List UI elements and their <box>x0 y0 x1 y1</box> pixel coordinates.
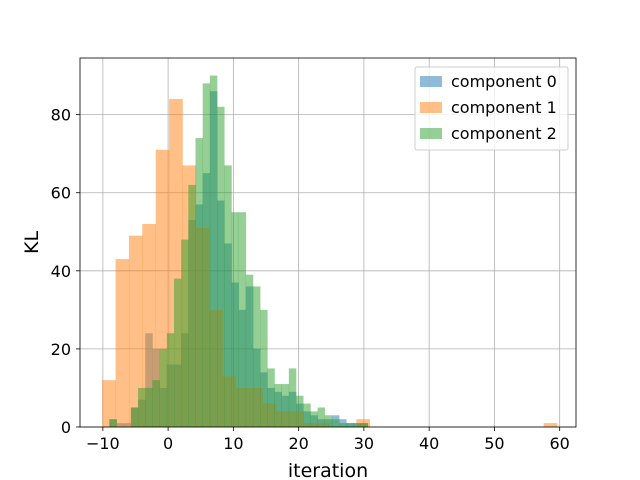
x-tick-label: 20 <box>288 434 308 453</box>
x-tick-label: −10 <box>86 434 120 453</box>
histogram-bar <box>173 278 182 427</box>
legend-label: component 1 <box>451 98 557 117</box>
histogram-bar <box>138 387 146 427</box>
histogram-bar <box>130 407 139 427</box>
series-2-bars <box>109 75 369 428</box>
histogram-bar <box>360 423 369 427</box>
axis-ticks: −10 0 10 20 30 40 50 60 0 20 40 60 80 <box>51 106 570 453</box>
x-axis-label: iteration <box>288 460 368 480</box>
y-tick-label: 20 <box>51 340 71 359</box>
legend-swatch <box>420 128 442 139</box>
x-tick-label: 30 <box>354 434 374 453</box>
histogram-bar <box>209 75 218 428</box>
histogram-bar <box>310 411 318 427</box>
histogram-bar <box>274 384 282 427</box>
histogram-bar <box>317 407 326 427</box>
axes-frame <box>79 57 577 428</box>
histogram-bar <box>260 309 268 427</box>
histogram-bar <box>245 274 254 427</box>
histogram-bar <box>324 415 333 427</box>
histogram-bar <box>166 333 175 427</box>
legend-label: component 2 <box>451 124 557 143</box>
y-tick-label: 60 <box>51 184 71 203</box>
histogram-bars <box>102 75 558 428</box>
legend: component 0 component 1 component 2 <box>414 66 569 151</box>
histogram-bar <box>217 106 225 428</box>
histogram-bar <box>296 395 304 427</box>
histogram-bar <box>188 184 196 427</box>
histogram-bar <box>252 286 261 427</box>
y-tick-label: 0 <box>61 418 71 437</box>
histogram-bar <box>353 423 361 427</box>
histogram-bar <box>267 368 275 427</box>
histogram-bar <box>339 423 347 427</box>
histogram-bar <box>224 165 232 427</box>
x-tick-label: 60 <box>550 434 570 453</box>
histogram-bar <box>231 212 239 427</box>
legend-swatch <box>420 102 442 113</box>
histogram-bar <box>331 419 340 427</box>
histogram-bar <box>142 223 157 427</box>
x-tick-label: 40 <box>419 434 439 453</box>
histogram-bar <box>202 83 211 427</box>
histogram-bar <box>195 138 203 428</box>
histogram-bar <box>109 419 117 427</box>
histogram-bar <box>115 259 130 427</box>
histogram-bar <box>288 368 297 427</box>
histogram-bar <box>102 380 116 427</box>
legend-label: component 0 <box>451 72 557 91</box>
histogram-bar <box>159 348 168 427</box>
x-tick-label: 50 <box>484 434 504 453</box>
legend-box <box>414 66 569 151</box>
histogram-bar <box>346 423 354 427</box>
histogram-bar <box>145 387 153 427</box>
histogram-bar <box>181 239 189 427</box>
y-axis-label: KL <box>21 231 43 254</box>
histogram-bar <box>281 384 290 427</box>
x-tick-label: 10 <box>223 434 243 453</box>
histogram-bar <box>303 403 311 427</box>
histogram-bar <box>543 423 558 427</box>
histogram-bar <box>128 235 143 427</box>
legend-swatch <box>420 76 442 87</box>
histogram-bar <box>152 380 160 427</box>
x-tick-label: 0 <box>163 434 173 453</box>
y-tick-label: 80 <box>51 106 71 125</box>
y-tick-label: 40 <box>51 262 71 281</box>
histogram-bar <box>238 212 247 427</box>
